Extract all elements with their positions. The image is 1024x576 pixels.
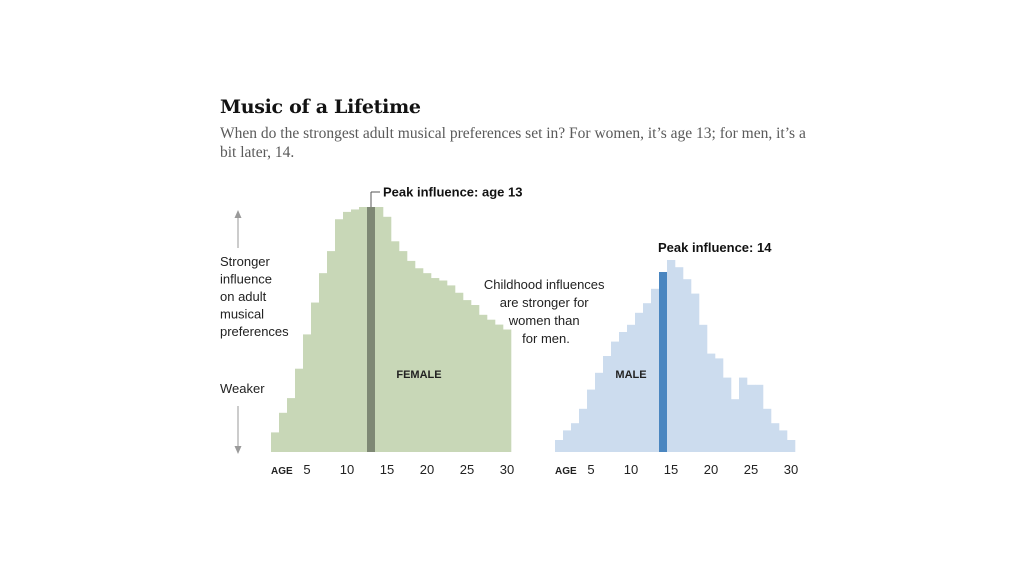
bar-female-age-19 bbox=[415, 268, 424, 452]
bar-female-age-25 bbox=[463, 300, 472, 452]
bar-male-age-9 bbox=[619, 332, 628, 452]
y-axis-top-label-line: influence bbox=[220, 272, 272, 287]
bar-male-age-20 bbox=[707, 353, 716, 452]
bar-male-age-4 bbox=[579, 408, 588, 452]
middle-note-line: for men. bbox=[522, 331, 570, 346]
bar-male-age-18 bbox=[691, 293, 700, 452]
bar-female-age-10 bbox=[343, 211, 352, 452]
bar-female-age-5 bbox=[303, 334, 312, 452]
female-chart: Peak influence: age 13 FEMALE AGE 5 10 15 20 25… bbox=[271, 185, 522, 477]
bar-male-age-10 bbox=[627, 324, 636, 452]
bar-female-age-29 bbox=[495, 324, 504, 452]
x-tick-label: 25 bbox=[744, 462, 758, 477]
middle-note-line: are stronger for bbox=[500, 295, 590, 310]
middle-note: Childhood influences are stronger for wo… bbox=[484, 277, 608, 346]
bar-female-age-17 bbox=[399, 251, 408, 452]
bar-male-age-6 bbox=[595, 372, 604, 452]
y-axis-arrow bbox=[234, 210, 242, 454]
bar-female-age-18 bbox=[407, 260, 416, 452]
series-label-female: FEMALE bbox=[396, 369, 441, 381]
bar-female-age-6 bbox=[311, 302, 320, 452]
bar-female-age-14 bbox=[375, 207, 384, 452]
bar-male-age-11 bbox=[635, 312, 644, 452]
y-axis-bottom-label: Weaker bbox=[220, 381, 265, 396]
y-axis-top-label-line: Stronger bbox=[220, 254, 271, 269]
peak-label-female: Peak influence: age 13 bbox=[383, 185, 522, 200]
bar-female-age-4 bbox=[295, 368, 304, 452]
y-axis-top-label: Stronger influence on adult musical pref… bbox=[220, 254, 289, 339]
x-tick-label: 20 bbox=[704, 462, 718, 477]
bar-male-age-26 bbox=[755, 384, 764, 452]
peak-bar-female bbox=[367, 207, 375, 452]
bar-female-age-11 bbox=[351, 209, 360, 452]
bar-male-age-21 bbox=[715, 358, 724, 452]
bar-female-age-22 bbox=[439, 280, 448, 452]
bar-male-age-28 bbox=[771, 423, 780, 452]
bar-male-age-12 bbox=[643, 303, 652, 452]
bar-female-age-23 bbox=[447, 285, 456, 452]
bar-male-age-1 bbox=[555, 440, 564, 452]
y-axis-top-label-line: on adult bbox=[220, 289, 267, 304]
bar-male-age-23 bbox=[731, 399, 740, 452]
x-tick-label: 5 bbox=[587, 462, 594, 477]
bar-male-age-29 bbox=[779, 430, 788, 452]
bar-male-age-19 bbox=[699, 324, 708, 452]
bar-female-age-20 bbox=[423, 273, 432, 452]
bar-female-age-27 bbox=[479, 314, 488, 452]
x-tick-label: 30 bbox=[784, 462, 798, 477]
bar-male-age-13 bbox=[651, 288, 660, 452]
x-axis-label: AGE bbox=[271, 466, 293, 477]
bar-female-age-12 bbox=[359, 207, 368, 452]
bar-male-age-2 bbox=[563, 430, 572, 452]
x-tick-label: 15 bbox=[664, 462, 678, 477]
peak-bar-male bbox=[659, 272, 667, 452]
bar-female-age-26 bbox=[471, 305, 480, 452]
x-tick-label: 20 bbox=[420, 462, 434, 477]
x-tick-label: 10 bbox=[624, 462, 638, 477]
bar-female-age-16 bbox=[391, 241, 400, 452]
middle-note-line: Childhood influences bbox=[484, 277, 605, 292]
bar-female-age-2 bbox=[279, 412, 288, 452]
middle-note-line: women than bbox=[508, 313, 580, 328]
bar-female-age-9 bbox=[335, 219, 344, 452]
bar-male-age-30 bbox=[787, 440, 796, 452]
bar-male-age-16 bbox=[675, 267, 684, 452]
bar-female-age-3 bbox=[287, 398, 296, 452]
series-label-male: MALE bbox=[615, 369, 646, 381]
bar-male-age-27 bbox=[763, 408, 772, 452]
bar-male-age-8 bbox=[611, 341, 620, 452]
bar-female-age-1 bbox=[271, 432, 280, 452]
x-tick-label: 5 bbox=[303, 462, 310, 477]
x-tick-label: 30 bbox=[500, 462, 514, 477]
x-tick-label: 25 bbox=[460, 462, 474, 477]
chart-title: Music of a Lifetime bbox=[220, 96, 421, 118]
bar-male-age-3 bbox=[571, 423, 580, 452]
bar-male-age-5 bbox=[587, 389, 596, 452]
bar-female-age-7 bbox=[319, 273, 328, 452]
bar-male-age-25 bbox=[747, 384, 756, 452]
x-axis-label: AGE bbox=[555, 466, 577, 477]
bar-female-age-15 bbox=[383, 216, 392, 452]
bar-female-age-28 bbox=[487, 319, 496, 452]
bar-female-age-8 bbox=[327, 251, 336, 452]
bar-female-age-21 bbox=[431, 278, 440, 452]
x-tick-label: 10 bbox=[340, 462, 354, 477]
peak-label-male: Peak influence: 14 bbox=[658, 240, 772, 255]
bar-male-age-7 bbox=[603, 356, 612, 452]
y-axis-top-label-line: musical bbox=[220, 307, 264, 322]
x-tick-label: 15 bbox=[380, 462, 394, 477]
bar-male-age-15 bbox=[667, 260, 676, 452]
bar-female-age-30 bbox=[503, 329, 512, 452]
bar-male-age-24 bbox=[739, 377, 748, 452]
bar-male-age-22 bbox=[723, 377, 732, 452]
male-chart: Peak influence: 14 MALE AGE 5 10 15 20 25 30 bbox=[555, 240, 798, 477]
bar-female-age-24 bbox=[455, 292, 464, 452]
y-axis-top-label-line: preferences bbox=[220, 324, 289, 339]
chart-subtitle: When do the strongest adult musical pref… bbox=[220, 125, 806, 161]
bar-male-age-17 bbox=[683, 279, 692, 452]
